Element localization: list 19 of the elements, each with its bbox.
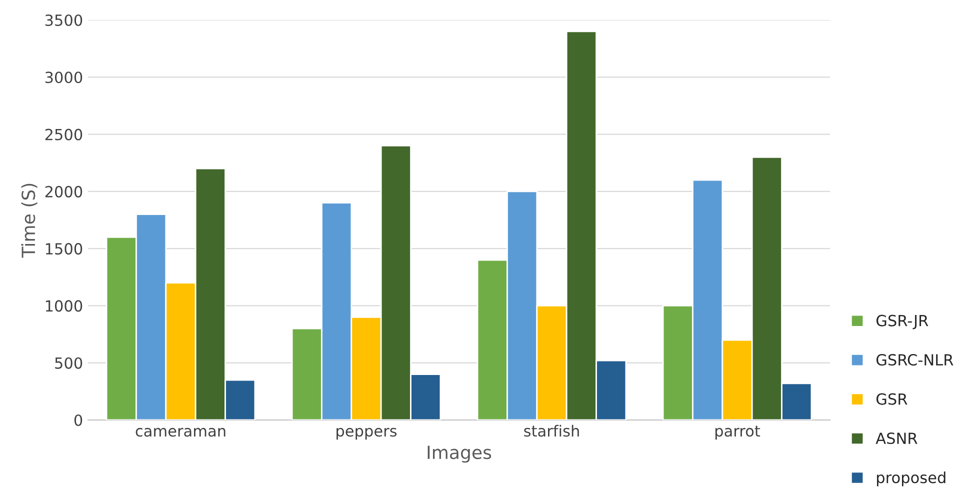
y-tick-label: 2500 <box>45 128 82 140</box>
y-tick-label: 3500 <box>45 14 82 26</box>
y-tick-label: 500 <box>55 357 82 369</box>
y-tick-label: 1500 <box>46 243 82 255</box>
legend-label: ASNR <box>876 432 918 444</box>
legend-label: GSR <box>876 393 908 405</box>
y-axis-title: Time (S) <box>21 184 38 258</box>
x-axis-title: Images <box>428 446 492 463</box>
x-tick-label: cameraman <box>136 428 226 437</box>
y-tick-label: 3000 <box>45 72 82 84</box>
y-tick-label: 0 <box>74 414 82 426</box>
x-tick-label: peppers <box>336 428 397 440</box>
legend-label: GSR-JR <box>876 314 928 330</box>
y-tick-label: 2000 <box>45 186 82 198</box>
y-tick-label: 1000 <box>46 300 82 312</box>
x-tick-label: parrot <box>715 426 760 440</box>
legend-label: GSRC-NLR <box>876 354 954 366</box>
legend-label: proposed <box>877 471 946 486</box>
x-tick-label: starfish <box>524 424 579 437</box>
